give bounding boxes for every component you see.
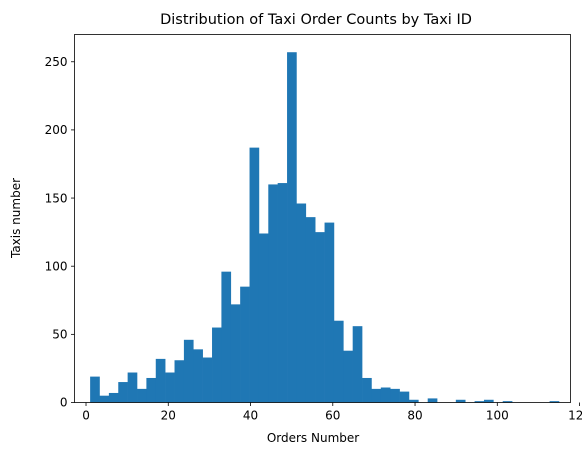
y-tick-label: 100 (45, 259, 68, 273)
bars-group (90, 52, 560, 403)
x-tick-label: 0 (82, 409, 90, 423)
histogram-bar (212, 327, 222, 403)
histogram-bar (362, 377, 372, 403)
x-tick-label: 20 (161, 409, 176, 423)
histogram-bar (380, 387, 391, 403)
histogram-bar (277, 183, 288, 403)
histogram-bar (137, 388, 147, 403)
histogram-bar (324, 222, 335, 403)
histogram-bar (305, 217, 316, 403)
histogram-bar (408, 399, 419, 403)
histogram-bar (455, 399, 466, 403)
histogram-bar (240, 286, 250, 403)
histogram-bar (474, 401, 485, 403)
x-tick-label: 120 (568, 409, 582, 423)
plot-frame (74, 34, 571, 403)
x-tick-label: 100 (486, 409, 509, 423)
y-tick-label: 50 (52, 328, 67, 342)
histogram-bar (333, 320, 344, 403)
x-axis-ticks: 0 20 40 60 80 100 120 (82, 402, 582, 423)
histogram-bar (268, 184, 278, 403)
histogram-bar (315, 232, 325, 403)
y-tick-label: 200 (45, 123, 68, 137)
y-axis-label: Taxis number (9, 178, 23, 259)
histogram-bar (202, 357, 213, 403)
histogram-bar (183, 339, 194, 403)
histogram-bar (165, 372, 175, 403)
histogram-bar (230, 304, 241, 403)
histogram-bar (343, 350, 353, 403)
histogram-bar (371, 388, 382, 403)
histogram-bar (146, 377, 157, 403)
histogram-bar (258, 233, 269, 403)
y-tick-label: 250 (45, 55, 68, 69)
histogram-bar (155, 358, 166, 403)
histogram-bar (352, 326, 363, 403)
histogram-bar (90, 376, 100, 403)
x-tick-label: 80 (407, 409, 422, 423)
x-tick-label: 40 (243, 409, 258, 423)
histogram-bar (174, 360, 185, 403)
histogram-bar (483, 399, 494, 403)
histogram-bar (127, 372, 138, 403)
histogram-bar (296, 203, 307, 403)
histogram-bar (193, 349, 203, 403)
x-tick-label: 60 (325, 409, 340, 423)
histogram-bar (221, 271, 232, 403)
histogram-bar (118, 382, 128, 403)
histogram-bar (249, 147, 260, 403)
histogram-bar (108, 392, 119, 403)
chart-title: Distribution of Taxi Order Counts by Tax… (160, 12, 472, 28)
y-axis-ticks: 0 50 100 150 200 250 (45, 55, 75, 410)
histogram-bar (502, 401, 513, 403)
y-tick-label: 0 (60, 396, 68, 410)
histogram-bar (427, 398, 438, 403)
histogram-bar (399, 391, 410, 403)
y-tick-label: 150 (45, 191, 68, 205)
histogram-bar (390, 388, 400, 403)
histogram-bar (549, 401, 560, 403)
histogram-bar (287, 52, 297, 403)
histogram-bar (99, 395, 110, 403)
x-axis-label: Orders Number (267, 431, 359, 445)
